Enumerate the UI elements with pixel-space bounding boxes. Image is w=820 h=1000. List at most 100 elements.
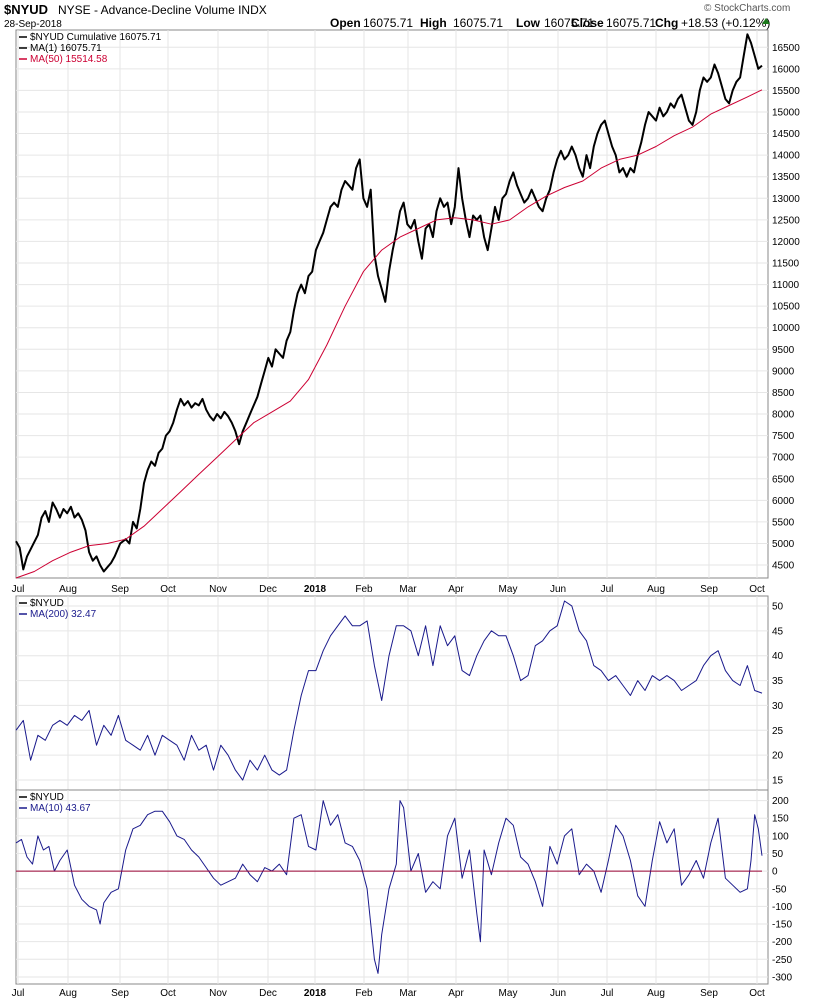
y-tick-label: 45 [772, 626, 784, 637]
y-tick-label: 14000 [772, 151, 800, 162]
y-tick-label: 13500 [772, 172, 800, 183]
y-tick-label: 13000 [772, 194, 800, 205]
chart-date: 28-Sep-2018 [4, 19, 62, 30]
x-tick-label-bottom: May [499, 988, 518, 999]
x-tick-label-bottom: Dec [259, 988, 277, 999]
low-label: Low [516, 16, 541, 30]
legend-entry: MA(10) 43.67 [30, 803, 91, 814]
panel-main: 4500 5000 5500 6000 6500 7000 7500 8000 8500 9000… [15, 29, 800, 579]
y-tick-label: 30 [772, 701, 784, 712]
y-tick-label: 150 [772, 814, 789, 825]
x-tick-label: Jun [550, 584, 566, 595]
x-tick-label: Sep [700, 584, 718, 595]
chart-symbol: $NYUD [4, 2, 48, 17]
x-tick-label: 2018 [304, 584, 327, 595]
x-tick-label-bottom: Aug [59, 988, 77, 999]
y-tick-label: -100 [772, 902, 792, 913]
x-tick-label: Aug [647, 584, 665, 595]
x-tick-label: Nov [209, 584, 227, 595]
x-tick-label: Mar [399, 584, 417, 595]
series-line-ma-50- [15, 89, 763, 579]
x-tick-label-bottom: Jul [12, 988, 25, 999]
y-tick-label: -200 [772, 937, 792, 948]
legend-entry: MA(1) 16075.71 [30, 43, 102, 54]
y-tick-label: 200 [772, 796, 789, 807]
legend-entry: $NYUD Cumulative 16075.71 [30, 32, 162, 43]
y-tick-label: 10500 [772, 302, 800, 313]
x-tick-label: Apr [448, 584, 464, 595]
stockcharts-watermark: © StockCharts.com [704, 3, 790, 14]
low-value: 16075.71 [544, 16, 594, 30]
y-tick-label: 7000 [772, 453, 795, 464]
x-tick-label-bottom: Feb [355, 988, 373, 999]
x-tick-label: Oct [160, 584, 176, 595]
series-line-ma-10- [15, 800, 763, 974]
y-tick-label: 40 [772, 651, 784, 662]
y-tick-label: 50 [772, 849, 784, 860]
open-value: 16075.71 [363, 16, 413, 30]
close-value: 16075.71 [606, 16, 656, 30]
x-tick-label-bottom: Jun [550, 988, 566, 999]
y-tick-label: 12000 [772, 237, 800, 248]
chg-label: Chg [655, 16, 678, 30]
y-tick-label: 100 [772, 831, 789, 842]
x-tick-label: May [499, 584, 518, 595]
legend-entry: MA(50) 15514.58 [30, 54, 108, 65]
y-tick-label: 16000 [772, 64, 800, 75]
y-tick-label: 4500 [772, 561, 795, 572]
x-tick-label: Jul [601, 584, 614, 595]
panel-ma10: -300 -250 -200 -150 -100 -50 0 50 100 150 200 $NYUD… [15, 789, 792, 985]
panel-frame [15, 789, 769, 985]
y-tick-label: 11000 [772, 280, 800, 291]
close-label: Close [571, 16, 604, 30]
x-axis: Jul Jul Aug Aug Sep Sep Oct Oct Nov Nov Dec Dec 2018… [12, 584, 765, 999]
legend-entry: $NYUD [30, 792, 64, 803]
legend-entry: $NYUD [30, 598, 64, 609]
high-value: 16075.71 [453, 16, 503, 30]
x-tick-label-bottom: Oct [160, 988, 176, 999]
chg-value: +18.53 (+0.12%) [681, 16, 770, 30]
y-tick-label: 10000 [772, 323, 800, 334]
chart-description: NYSE - Advance-Decline Volume INDX [58, 3, 267, 17]
y-tick-label: 15000 [772, 107, 800, 118]
panel-frame [15, 29, 769, 579]
x-tick-label: Sep [111, 584, 129, 595]
y-tick-label: 16500 [772, 43, 800, 54]
x-tick-label-bottom: Oct [749, 988, 765, 999]
series-line--nyud-cumulative [15, 33, 763, 573]
y-tick-label: 0 [772, 867, 778, 878]
y-tick-label: -250 [772, 955, 792, 966]
y-tick-label: 7500 [772, 431, 795, 442]
x-tick-label: Jul [12, 584, 25, 595]
series-line-ma-200- [15, 600, 763, 781]
y-tick-label: -150 [772, 920, 792, 931]
x-tick-label-bottom: 2018 [304, 988, 327, 999]
y-tick-label: 11500 [772, 259, 800, 270]
y-tick-label: 9000 [772, 366, 795, 377]
y-tick-label: 6500 [772, 474, 795, 485]
y-tick-label: 8500 [772, 388, 795, 399]
y-tick-label: 35 [772, 676, 784, 687]
y-tick-label: -50 [772, 884, 787, 895]
x-tick-label-bottom: Nov [209, 988, 227, 999]
x-tick-label-bottom: Mar [399, 988, 417, 999]
legend-entry: MA(200) 32.47 [30, 609, 97, 620]
open-label: Open [330, 16, 361, 30]
y-tick-label: 5000 [772, 539, 795, 550]
x-tick-label: Oct [749, 584, 765, 595]
x-tick-label: Dec [259, 584, 277, 595]
x-tick-label-bottom: Jul [601, 988, 614, 999]
x-tick-label-bottom: Sep [700, 988, 718, 999]
x-tick-label: Feb [355, 584, 373, 595]
y-tick-label: 25 [772, 726, 784, 737]
y-tick-label: 12500 [772, 215, 800, 226]
ohlc-readout: Open 16075.71 High 16075.71 Low 16075.71… [330, 16, 770, 30]
x-tick-label-bottom: Sep [111, 988, 129, 999]
y-tick-label: -300 [772, 972, 792, 983]
y-tick-label: 14500 [772, 129, 800, 140]
y-tick-label: 8000 [772, 410, 795, 421]
